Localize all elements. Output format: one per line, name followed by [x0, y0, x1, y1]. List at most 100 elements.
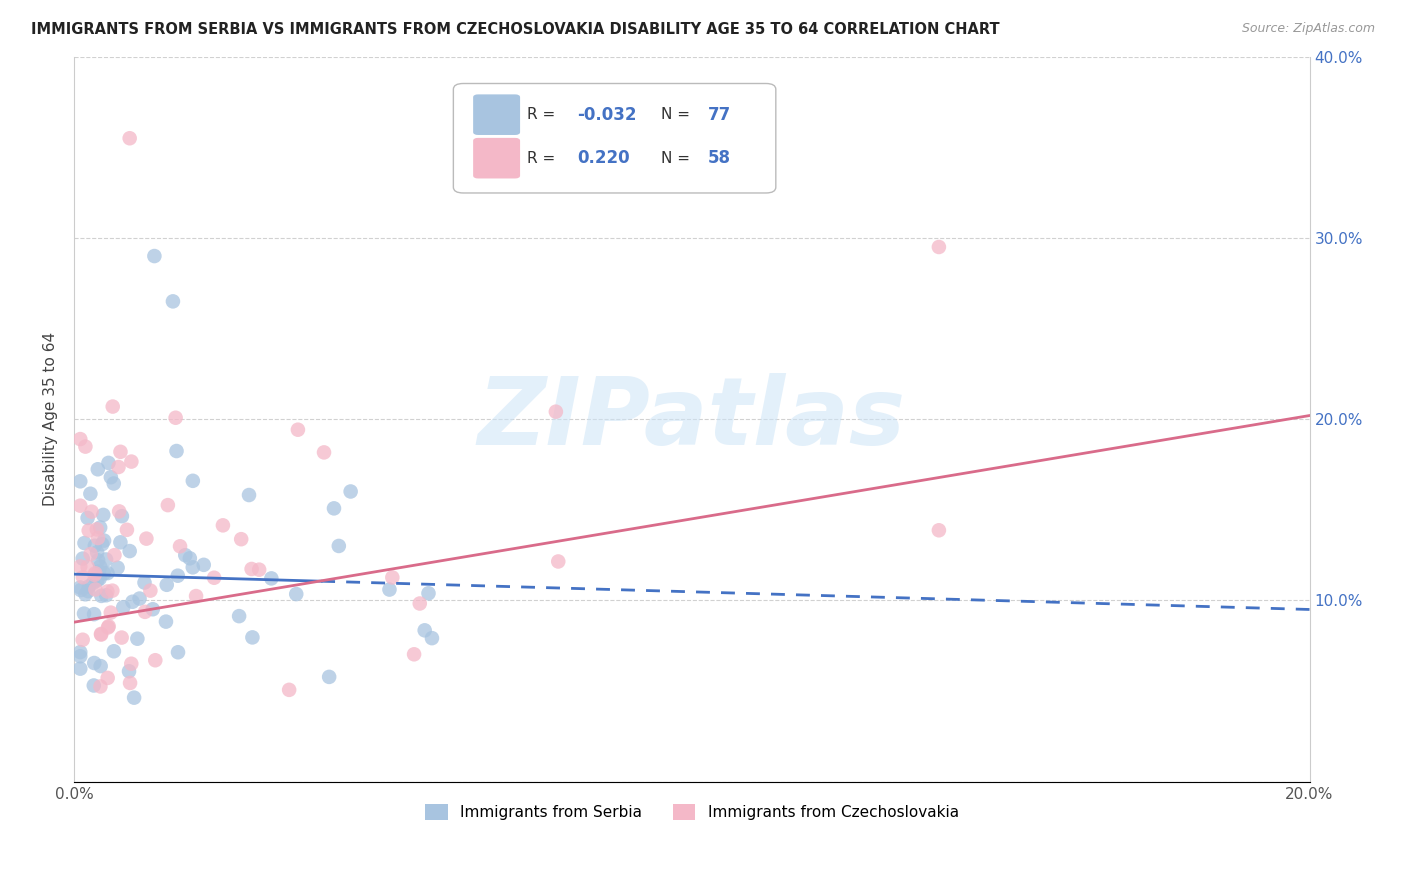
- Point: [72, 570, 94, 584]
- Point: [544, 405, 567, 419]
- Point: [118, 665, 141, 679]
- Point: [86, 574, 108, 588]
- Point: [96, 566, 118, 581]
- Point: [97, 671, 120, 685]
- Point: [103, 476, 125, 491]
- Point: [413, 624, 436, 638]
- Point: [97, 456, 120, 470]
- Point: [278, 682, 301, 697]
- Point: [76, 560, 98, 574]
- Point: [247, 563, 270, 577]
- Point: [155, 615, 177, 629]
- Point: [83, 656, 105, 670]
- Point: [166, 568, 188, 582]
- Point: [107, 560, 129, 574]
- Point: [93, 566, 115, 581]
- Point: [87, 565, 110, 579]
- Point: [111, 509, 134, 524]
- Point: [86, 522, 108, 536]
- Point: [90, 659, 112, 673]
- Point: [76, 511, 98, 525]
- Point: [91, 537, 114, 551]
- Point: [79, 487, 101, 501]
- Text: 58: 58: [707, 149, 731, 167]
- Point: [318, 670, 340, 684]
- Point: [93, 533, 115, 548]
- Point: [87, 462, 110, 476]
- Point: [108, 504, 131, 518]
- Point: [167, 645, 190, 659]
- Point: [84, 566, 107, 581]
- Point: [156, 498, 179, 512]
- Point: [166, 444, 188, 458]
- Point: [143, 653, 166, 667]
- Point: [142, 602, 165, 616]
- Point: [127, 632, 149, 646]
- Point: [69, 499, 91, 513]
- Point: [179, 551, 201, 566]
- Point: [120, 454, 142, 468]
- Point: [90, 627, 112, 641]
- Point: [90, 589, 112, 603]
- Point: [77, 579, 100, 593]
- Point: [69, 662, 91, 676]
- Point: [121, 595, 143, 609]
- Point: [69, 432, 91, 446]
- Point: [79, 547, 101, 561]
- Text: R =: R =: [527, 151, 565, 166]
- Point: [139, 583, 162, 598]
- Point: [287, 423, 309, 437]
- Point: [100, 470, 122, 484]
- Point: [231, 532, 253, 546]
- Point: [212, 518, 235, 533]
- Point: [77, 524, 100, 538]
- Point: [260, 571, 283, 585]
- Point: [101, 400, 124, 414]
- Point: [89, 680, 111, 694]
- Point: [97, 619, 120, 633]
- FancyBboxPatch shape: [453, 84, 776, 193]
- Point: [112, 600, 135, 615]
- Point: [75, 440, 97, 454]
- Point: [404, 648, 426, 662]
- Text: Source: ZipAtlas.com: Source: ZipAtlas.com: [1241, 22, 1375, 36]
- Point: [83, 539, 105, 553]
- Point: [100, 606, 122, 620]
- Point: [240, 562, 263, 576]
- Point: [339, 484, 361, 499]
- Legend: Immigrants from Serbia, Immigrants from Czechoslovakia: Immigrants from Serbia, Immigrants from …: [419, 798, 965, 826]
- Point: [174, 548, 197, 562]
- Point: [103, 548, 125, 562]
- Point: [323, 501, 346, 516]
- Point: [69, 559, 91, 574]
- Point: [193, 558, 215, 572]
- Point: [928, 523, 950, 537]
- Point: [89, 520, 111, 534]
- Point: [83, 607, 105, 622]
- Point: [110, 445, 132, 459]
- Point: [82, 576, 104, 591]
- Point: [87, 531, 110, 545]
- Point: [83, 567, 105, 582]
- Point: [202, 571, 225, 585]
- Text: 77: 77: [707, 105, 731, 124]
- Point: [69, 583, 91, 598]
- Point: [75, 587, 97, 601]
- Point: [80, 505, 103, 519]
- Point: [69, 475, 91, 489]
- Point: [312, 445, 335, 459]
- Point: [115, 523, 138, 537]
- Point: [73, 607, 96, 621]
- Point: [378, 582, 401, 597]
- Point: [181, 560, 204, 574]
- Point: [928, 240, 950, 254]
- Point: [409, 597, 432, 611]
- Point: [420, 631, 443, 645]
- Point: [94, 552, 117, 566]
- Point: [181, 474, 204, 488]
- Point: [73, 536, 96, 550]
- Point: [134, 605, 156, 619]
- Point: [120, 676, 142, 690]
- Point: [97, 620, 120, 634]
- Point: [111, 631, 134, 645]
